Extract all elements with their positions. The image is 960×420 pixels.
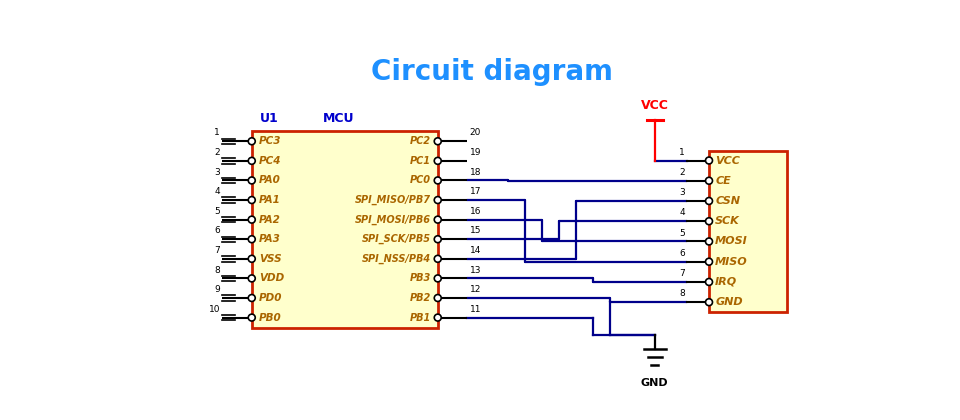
- Text: 14: 14: [469, 246, 481, 255]
- Text: GND: GND: [715, 297, 743, 307]
- Text: 15: 15: [469, 226, 481, 235]
- Text: CE: CE: [715, 176, 731, 186]
- Circle shape: [434, 236, 442, 243]
- Text: PA0: PA0: [259, 176, 280, 186]
- Circle shape: [434, 216, 442, 223]
- Circle shape: [706, 258, 712, 265]
- Circle shape: [434, 314, 442, 321]
- Text: PA3: PA3: [259, 234, 280, 244]
- Text: PC0: PC0: [410, 176, 431, 186]
- Text: SPI_MISO/PB7: SPI_MISO/PB7: [355, 195, 431, 205]
- Text: 8: 8: [680, 289, 685, 298]
- Circle shape: [249, 255, 255, 262]
- Text: PD0: PD0: [259, 293, 282, 303]
- Text: 1: 1: [214, 129, 220, 137]
- Text: VCC: VCC: [641, 99, 669, 112]
- Text: 11: 11: [469, 305, 481, 314]
- Text: 1: 1: [680, 148, 685, 157]
- Text: 3: 3: [680, 188, 685, 197]
- Text: MISO: MISO: [715, 257, 748, 267]
- Text: 4: 4: [214, 187, 220, 196]
- Circle shape: [434, 255, 442, 262]
- Text: 13: 13: [469, 265, 481, 275]
- Circle shape: [249, 275, 255, 282]
- Circle shape: [434, 158, 442, 164]
- Circle shape: [249, 138, 255, 145]
- Circle shape: [249, 236, 255, 243]
- Text: PC2: PC2: [410, 136, 431, 146]
- Text: Circuit diagram: Circuit diagram: [371, 58, 613, 86]
- Text: GND: GND: [641, 378, 668, 388]
- Text: 2: 2: [680, 168, 685, 177]
- Text: 6: 6: [680, 249, 685, 258]
- Text: MCU: MCU: [323, 112, 354, 125]
- Circle shape: [434, 294, 442, 302]
- Text: PB2: PB2: [410, 293, 431, 303]
- Text: 20: 20: [469, 129, 481, 137]
- Text: PA2: PA2: [259, 215, 280, 225]
- Text: SPI_SCK/PB5: SPI_SCK/PB5: [362, 234, 431, 244]
- Text: CSN: CSN: [715, 196, 740, 206]
- Text: MOSI: MOSI: [715, 236, 748, 247]
- Text: 8: 8: [214, 265, 220, 275]
- Text: VDD: VDD: [259, 273, 284, 284]
- Text: U1: U1: [259, 112, 278, 125]
- Circle shape: [706, 177, 712, 184]
- Text: 5: 5: [214, 207, 220, 216]
- Text: 9: 9: [214, 285, 220, 294]
- Text: PC4: PC4: [259, 156, 281, 166]
- Circle shape: [249, 177, 255, 184]
- Text: 3: 3: [214, 168, 220, 176]
- Text: SCK: SCK: [715, 216, 740, 226]
- Circle shape: [249, 216, 255, 223]
- Text: PB1: PB1: [410, 312, 431, 323]
- Text: 2: 2: [214, 148, 220, 157]
- Text: PC1: PC1: [410, 156, 431, 166]
- Text: 19: 19: [469, 148, 481, 157]
- Circle shape: [706, 197, 712, 205]
- Text: PC3: PC3: [259, 136, 281, 146]
- Text: 4: 4: [680, 208, 685, 218]
- Circle shape: [706, 278, 712, 286]
- Text: 7: 7: [214, 246, 220, 255]
- Circle shape: [706, 218, 712, 225]
- Text: 18: 18: [469, 168, 481, 176]
- Circle shape: [249, 294, 255, 302]
- Circle shape: [249, 197, 255, 204]
- Text: IRQ: IRQ: [715, 277, 737, 287]
- Bar: [709, 150, 786, 312]
- Text: PB0: PB0: [259, 312, 281, 323]
- Circle shape: [249, 158, 255, 164]
- Text: SPI_NSS/PB4: SPI_NSS/PB4: [362, 254, 431, 264]
- Circle shape: [434, 138, 442, 145]
- Text: 16: 16: [469, 207, 481, 216]
- Text: SPI_MOSI/PB6: SPI_MOSI/PB6: [355, 215, 431, 225]
- Circle shape: [706, 157, 712, 164]
- Circle shape: [249, 314, 255, 321]
- Text: PB3: PB3: [410, 273, 431, 284]
- Circle shape: [434, 197, 442, 204]
- Text: 5: 5: [680, 228, 685, 238]
- Circle shape: [434, 275, 442, 282]
- Circle shape: [706, 299, 712, 306]
- Text: 7: 7: [680, 269, 685, 278]
- Text: 6: 6: [214, 226, 220, 235]
- Text: VCC: VCC: [715, 155, 740, 165]
- Bar: [252, 131, 438, 328]
- Text: 12: 12: [469, 285, 481, 294]
- Circle shape: [706, 238, 712, 245]
- Text: 17: 17: [469, 187, 481, 196]
- Text: 10: 10: [208, 305, 220, 314]
- Circle shape: [434, 177, 442, 184]
- Text: VSS: VSS: [259, 254, 281, 264]
- Text: PA1: PA1: [259, 195, 280, 205]
